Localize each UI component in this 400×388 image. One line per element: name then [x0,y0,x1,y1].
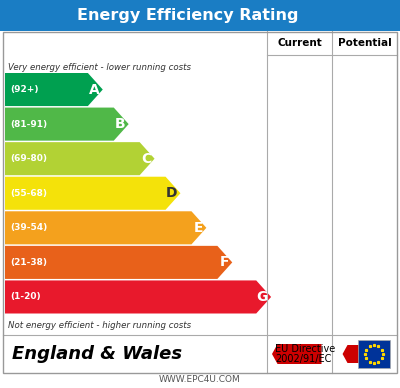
Polygon shape [5,211,206,244]
Polygon shape [5,246,232,279]
Text: F: F [220,255,229,269]
Text: (69-80): (69-80) [10,154,47,163]
Text: (21-38): (21-38) [10,258,47,267]
Text: Not energy efficient - higher running costs: Not energy efficient - higher running co… [8,320,191,329]
Text: Energy Efficiency Rating: Energy Efficiency Rating [77,8,299,23]
Text: (92+): (92+) [10,85,38,94]
Text: Very energy efficient - lower running costs: Very energy efficient - lower running co… [8,62,191,71]
Text: D: D [166,186,178,200]
Bar [0,0,400,31]
Text: Potential: Potential [338,38,391,48]
Text: (81-91): (81-91) [10,120,47,128]
Text: England & Wales: England & Wales [12,345,182,363]
Text: G: G [257,290,268,304]
Text: C: C [141,152,152,166]
Text: EU Directive: EU Directive [275,344,335,354]
Polygon shape [5,281,271,314]
Text: (39-54): (39-54) [10,223,47,232]
Text: E: E [194,221,203,235]
Text: (1-20): (1-20) [10,293,41,301]
Text: (55-68): (55-68) [10,189,47,198]
Text: Current: Current [277,38,322,48]
Polygon shape [5,73,103,106]
Polygon shape [5,177,180,210]
Bar [358,340,390,368]
Polygon shape [5,142,154,175]
Polygon shape [5,107,129,140]
Text: B: B [115,117,126,131]
Polygon shape [342,345,382,363]
Text: WWW.EPC4U.COM: WWW.EPC4U.COM [159,375,241,384]
Polygon shape [272,344,322,364]
Bar [3,32,397,373]
Text: A: A [89,83,100,97]
Text: 2002/91/EC: 2002/91/EC [275,354,331,364]
